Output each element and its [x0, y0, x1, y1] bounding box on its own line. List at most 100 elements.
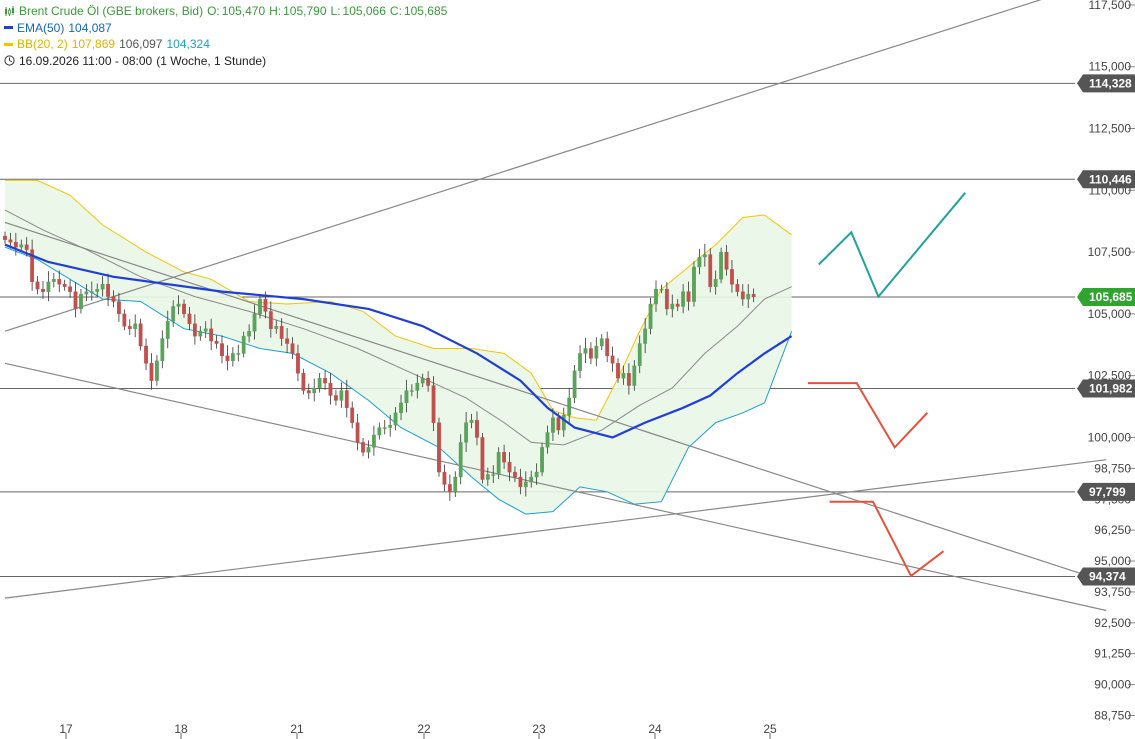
candle-body	[643, 328, 648, 344]
candle-body	[328, 382, 333, 396]
candle-body	[485, 474, 490, 480]
trendline	[4, 362, 1107, 612]
candle-body	[62, 284, 67, 287]
candle-body	[654, 288, 658, 305]
level-tag-label: 101,982	[1089, 381, 1133, 395]
candle-body	[274, 326, 279, 329]
candle-body	[323, 377, 327, 384]
candle-body	[616, 363, 620, 379]
candle-body	[46, 281, 51, 292]
candle-body	[534, 471, 539, 478]
trendline	[4, 459, 1107, 599]
candle-body	[214, 340, 219, 344]
bb-mid-line	[4, 209, 792, 446]
candle-body	[447, 484, 452, 493]
candle-body	[404, 390, 409, 404]
ema50-line	[4, 243, 793, 439]
ema-label: EMA(50)	[17, 20, 65, 35]
candle-body	[263, 298, 268, 312]
candle-body	[241, 335, 246, 354]
candle-body	[496, 452, 501, 475]
candle-body	[545, 432, 550, 448]
candle-body	[670, 303, 675, 310]
trendlines	[4, 0, 1107, 612]
candle-body	[551, 417, 555, 433]
period: (1 Woche, 1 Stunde)	[156, 53, 267, 68]
x-tick-label: 22	[417, 722, 431, 736]
candle-body	[502, 452, 506, 463]
candle-body	[621, 373, 626, 379]
candle-body	[415, 382, 420, 391]
candle-body	[372, 434, 376, 448]
candle-body	[95, 288, 100, 292]
candle-body	[149, 363, 154, 381]
candle-body	[708, 254, 713, 287]
y-tick-label: 105,000	[1088, 307, 1132, 321]
candle-body	[518, 476, 523, 488]
open-label: O:	[207, 4, 220, 18]
level-tag-label: 94,374	[1089, 570, 1126, 584]
candle-body	[719, 251, 724, 280]
candle-body	[41, 288, 45, 292]
candle-body	[317, 377, 322, 389]
candle-body	[540, 447, 544, 473]
level-tags: 114,328 110,446 105,685 101,982 97,799 94,374	[1077, 74, 1135, 586]
candle-body	[133, 323, 138, 329]
candle-body	[301, 373, 306, 391]
candle-body	[355, 422, 360, 443]
candle-body	[182, 303, 186, 315]
candle-body	[220, 343, 224, 357]
candle-body	[334, 395, 338, 401]
x-tick-label: 18	[174, 722, 188, 736]
trendline	[4, 221, 1096, 579]
candle-body	[230, 353, 235, 362]
clock-icon	[4, 55, 15, 66]
candle-body	[746, 293, 751, 300]
candle-body	[187, 313, 192, 324]
candlestick-icon	[5, 5, 14, 16]
candle-body	[247, 330, 252, 337]
candle-body	[751, 293, 756, 298]
candles	[3, 231, 756, 501]
candle-body	[154, 360, 159, 381]
candle-body	[578, 353, 582, 371]
candle-body	[437, 422, 441, 473]
close-value: 105,685	[403, 4, 448, 18]
candle-body	[475, 419, 479, 438]
candle-body	[312, 387, 317, 394]
scenario-up-path	[818, 192, 966, 299]
y-tick-label: 115,000	[1089, 60, 1132, 74]
candle-body	[686, 291, 691, 302]
candle-body	[556, 417, 561, 431]
y-tick-label: 98,750	[1094, 461, 1131, 475]
ema-line	[4, 243, 793, 439]
bb-lower-line	[4, 246, 793, 515]
bb-mid-value: 106,097	[119, 37, 163, 51]
candle-body	[523, 481, 528, 488]
candle-body	[426, 377, 431, 386]
candle-body	[144, 345, 148, 364]
candle-body	[469, 419, 474, 423]
scenario-down-path	[829, 500, 945, 578]
candle-body	[388, 424, 393, 428]
level-tag-label: 105,685	[1089, 290, 1133, 304]
y-tick-label: 95,000	[1094, 554, 1131, 568]
candle-body	[681, 291, 686, 307]
x-axis: 17 18 21 22 23 24 25	[59, 722, 777, 739]
legend-instrument-row: Brent Crude Öl (GBE brokers, Bid) O: 105…	[4, 3, 451, 20]
y-tick-label: 92,500	[1094, 616, 1131, 630]
bb-lower-value: 104,324	[166, 37, 210, 51]
candle-body	[377, 427, 382, 436]
candle-body	[420, 377, 425, 384]
y-tick-label: 88,750	[1094, 709, 1131, 723]
candle-body	[171, 306, 176, 322]
candle-body	[431, 385, 436, 423]
candle-body	[30, 249, 35, 282]
candle-body	[393, 412, 398, 426]
candle-body	[713, 279, 718, 287]
y-tick-label: 102,500	[1088, 369, 1132, 383]
candle-body	[73, 291, 78, 310]
y-tick-label: 117,500	[1089, 0, 1132, 12]
candle-body	[740, 291, 745, 300]
